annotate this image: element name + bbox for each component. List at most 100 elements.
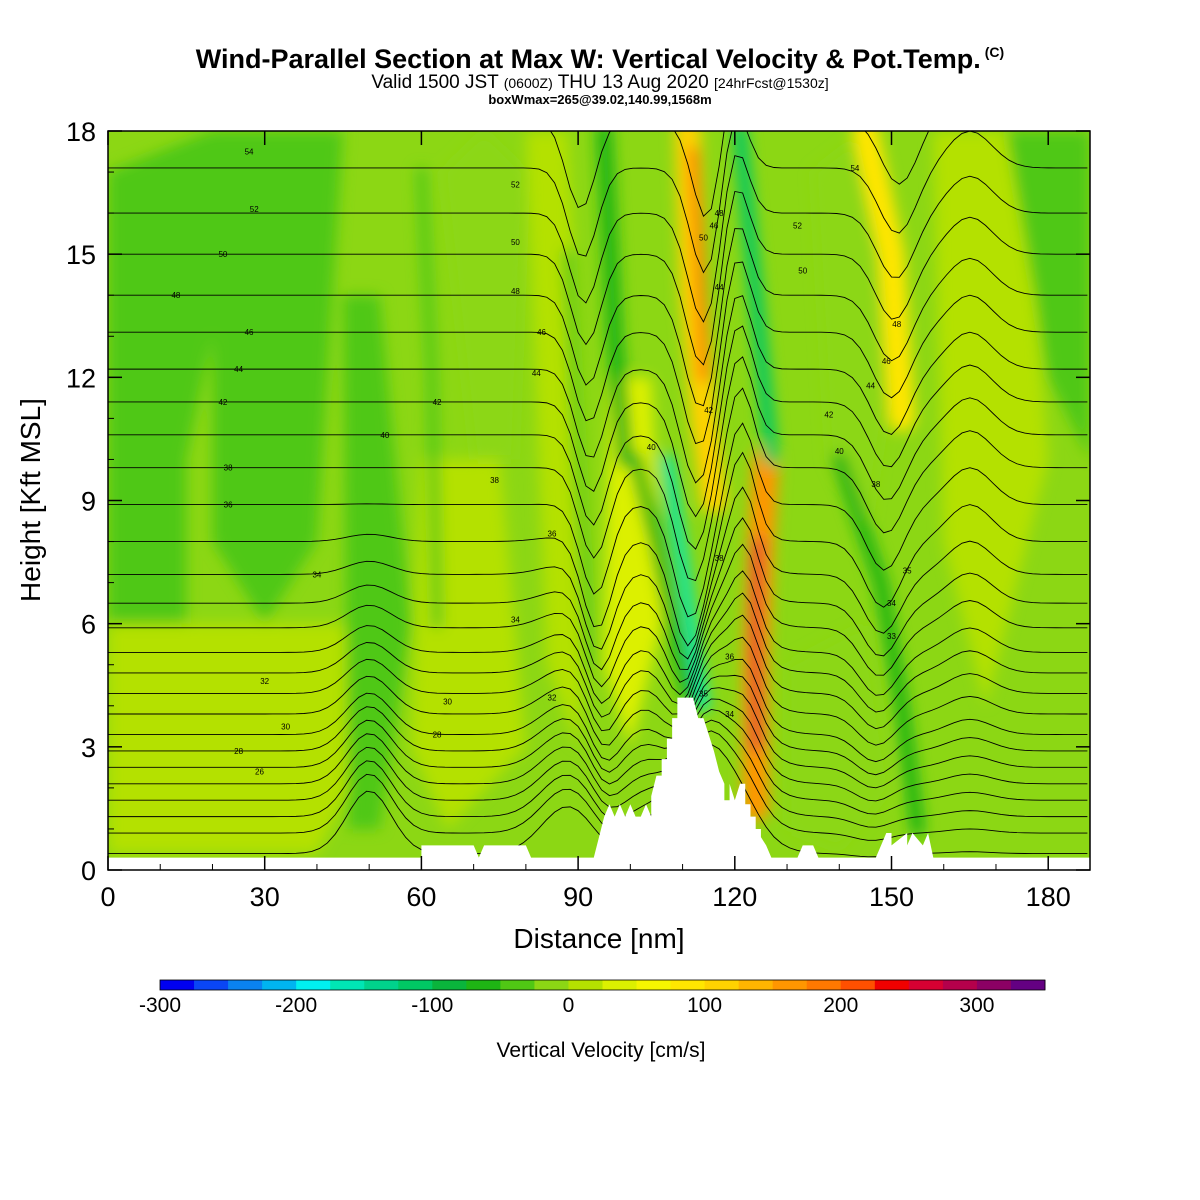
colorbar-swatch [364, 980, 399, 990]
contour-labels: 54 52 50 48 46 44 42 38 36 34 32 30 28 26 52 50 48 46 44 42… [171, 148, 912, 777]
colorbar-label: Vertical Velocity [cm/s] [497, 1039, 706, 1062]
theta-contour [549, 131, 930, 217]
chart-title: Wind-Parallel Section at Max W: Vertical… [0, 44, 1200, 75]
theta-contour [108, 356, 1088, 550]
x-axis: 0 30 60 90 120 150 180 [100, 131, 1071, 912]
contour-label: 34 [887, 599, 896, 608]
colorbar-swatch [942, 980, 978, 990]
downdraft-band [596, 131, 634, 468]
colorbar-swatch [670, 980, 706, 990]
contour-label: 50 [798, 267, 807, 276]
contour-label: 52 [511, 180, 520, 189]
contour-label: 26 [255, 767, 264, 776]
updraft-core [751, 537, 763, 752]
contour-label: 46 [537, 328, 546, 337]
contour-label: 42 [704, 406, 713, 415]
colorbar-swatch [840, 980, 876, 990]
contour-label: 33 [887, 632, 896, 641]
colorbar-swatch [296, 980, 331, 990]
contour-label: 44 [234, 365, 243, 374]
colorbar-swatch [194, 980, 229, 990]
theta-contour [108, 517, 1088, 671]
field-region [787, 623, 892, 850]
updraft-band [852, 131, 915, 432]
colorbar-swatch [330, 980, 365, 990]
theta-contour [108, 636, 1088, 746]
contour-label: 30 [281, 722, 290, 731]
forecast-info: [24hrFcst@1530z] [714, 75, 829, 91]
contour-label: 46 [882, 357, 891, 366]
theta-contour [108, 422, 1088, 618]
theta-contour [108, 261, 1088, 445]
downdraft-band [733, 131, 779, 467]
colorbar-tick-label: -100 [411, 994, 453, 1017]
contour-label: 28 [234, 747, 243, 756]
contour-label: 40 [647, 443, 656, 452]
valid-utc: (0600Z) [503, 75, 553, 91]
contour-label: 35 [699, 689, 708, 698]
contour-label: 36 [548, 529, 557, 538]
contour-label: 44 [532, 369, 541, 378]
contour-label: 40 [835, 447, 844, 456]
x-tick-label: 120 [712, 882, 757, 912]
contour-label: 52 [793, 221, 802, 230]
x-axis-label: Distance [nm] [513, 923, 684, 954]
theta-contour [108, 658, 1088, 763]
contour-label: 48 [171, 291, 180, 300]
colorbar-swatch [228, 980, 263, 990]
colorbar-tick-label: 300 [959, 994, 994, 1017]
colorbar-swatch [534, 980, 569, 990]
contour-label: 44 [866, 382, 875, 391]
colorbar-swatch [500, 980, 535, 990]
contour-label: 48 [511, 287, 520, 296]
copyright-mark: (C) [984, 44, 1005, 60]
contour-label: 42 [433, 398, 442, 407]
contour-label: 38 [715, 554, 724, 563]
theta-contour [108, 228, 1088, 407]
theta-contour [108, 719, 1088, 828]
contour-label: 34 [312, 570, 321, 579]
theta-contour [108, 451, 1088, 647]
theta-contour [108, 570, 1088, 705]
theta-contour [108, 674, 1088, 776]
colorbar-swatch [398, 980, 433, 990]
vertical-velocity-field [108, 131, 1090, 870]
colorbar-swatch [262, 980, 297, 990]
contour-label: 48 [892, 320, 901, 329]
theta-contour [108, 698, 1088, 802]
theta-contour [108, 614, 1088, 732]
contour-label: 32 [548, 694, 557, 703]
theta-contour [108, 155, 1088, 323]
x-tick-label: 90 [563, 882, 593, 912]
contour-label: 54 [245, 148, 254, 157]
y-tick-label: 12 [66, 363, 96, 393]
y-tick-label: 9 [81, 487, 96, 517]
colorbar-tick-label: -200 [275, 994, 317, 1017]
field-region [108, 623, 370, 854]
x-tick-label: 60 [406, 882, 436, 912]
colorbar-swatch [466, 980, 501, 990]
contour-label: 34 [725, 710, 734, 719]
theta-contour [108, 543, 1088, 688]
colorbar-tick-label: 200 [823, 994, 858, 1017]
contour-label: 30 [443, 698, 452, 707]
theta-contour [108, 387, 1088, 582]
colorbar-tick-label: 100 [687, 994, 722, 1017]
x-tick-label: 180 [1026, 882, 1071, 912]
theta-contour [108, 730, 1088, 841]
theta-contour [108, 486, 1088, 660]
colorbar-swatch [806, 980, 842, 990]
theta-contour [108, 190, 1088, 366]
x-tick-label: 30 [250, 882, 280, 912]
contour-label: 50 [511, 238, 520, 247]
downdraft-band [562, 249, 594, 670]
contour-label: 38 [490, 476, 499, 485]
field-region [933, 131, 1049, 706]
contour-label: 50 [699, 234, 708, 243]
x-tick-label: 0 [100, 882, 115, 912]
contour-label: 42 [218, 398, 227, 407]
y-tick-label: 15 [66, 240, 96, 270]
colorbar: -300 -200 -100 0 100 200 300 [139, 979, 1046, 1017]
y-tick-label: 18 [66, 117, 96, 147]
